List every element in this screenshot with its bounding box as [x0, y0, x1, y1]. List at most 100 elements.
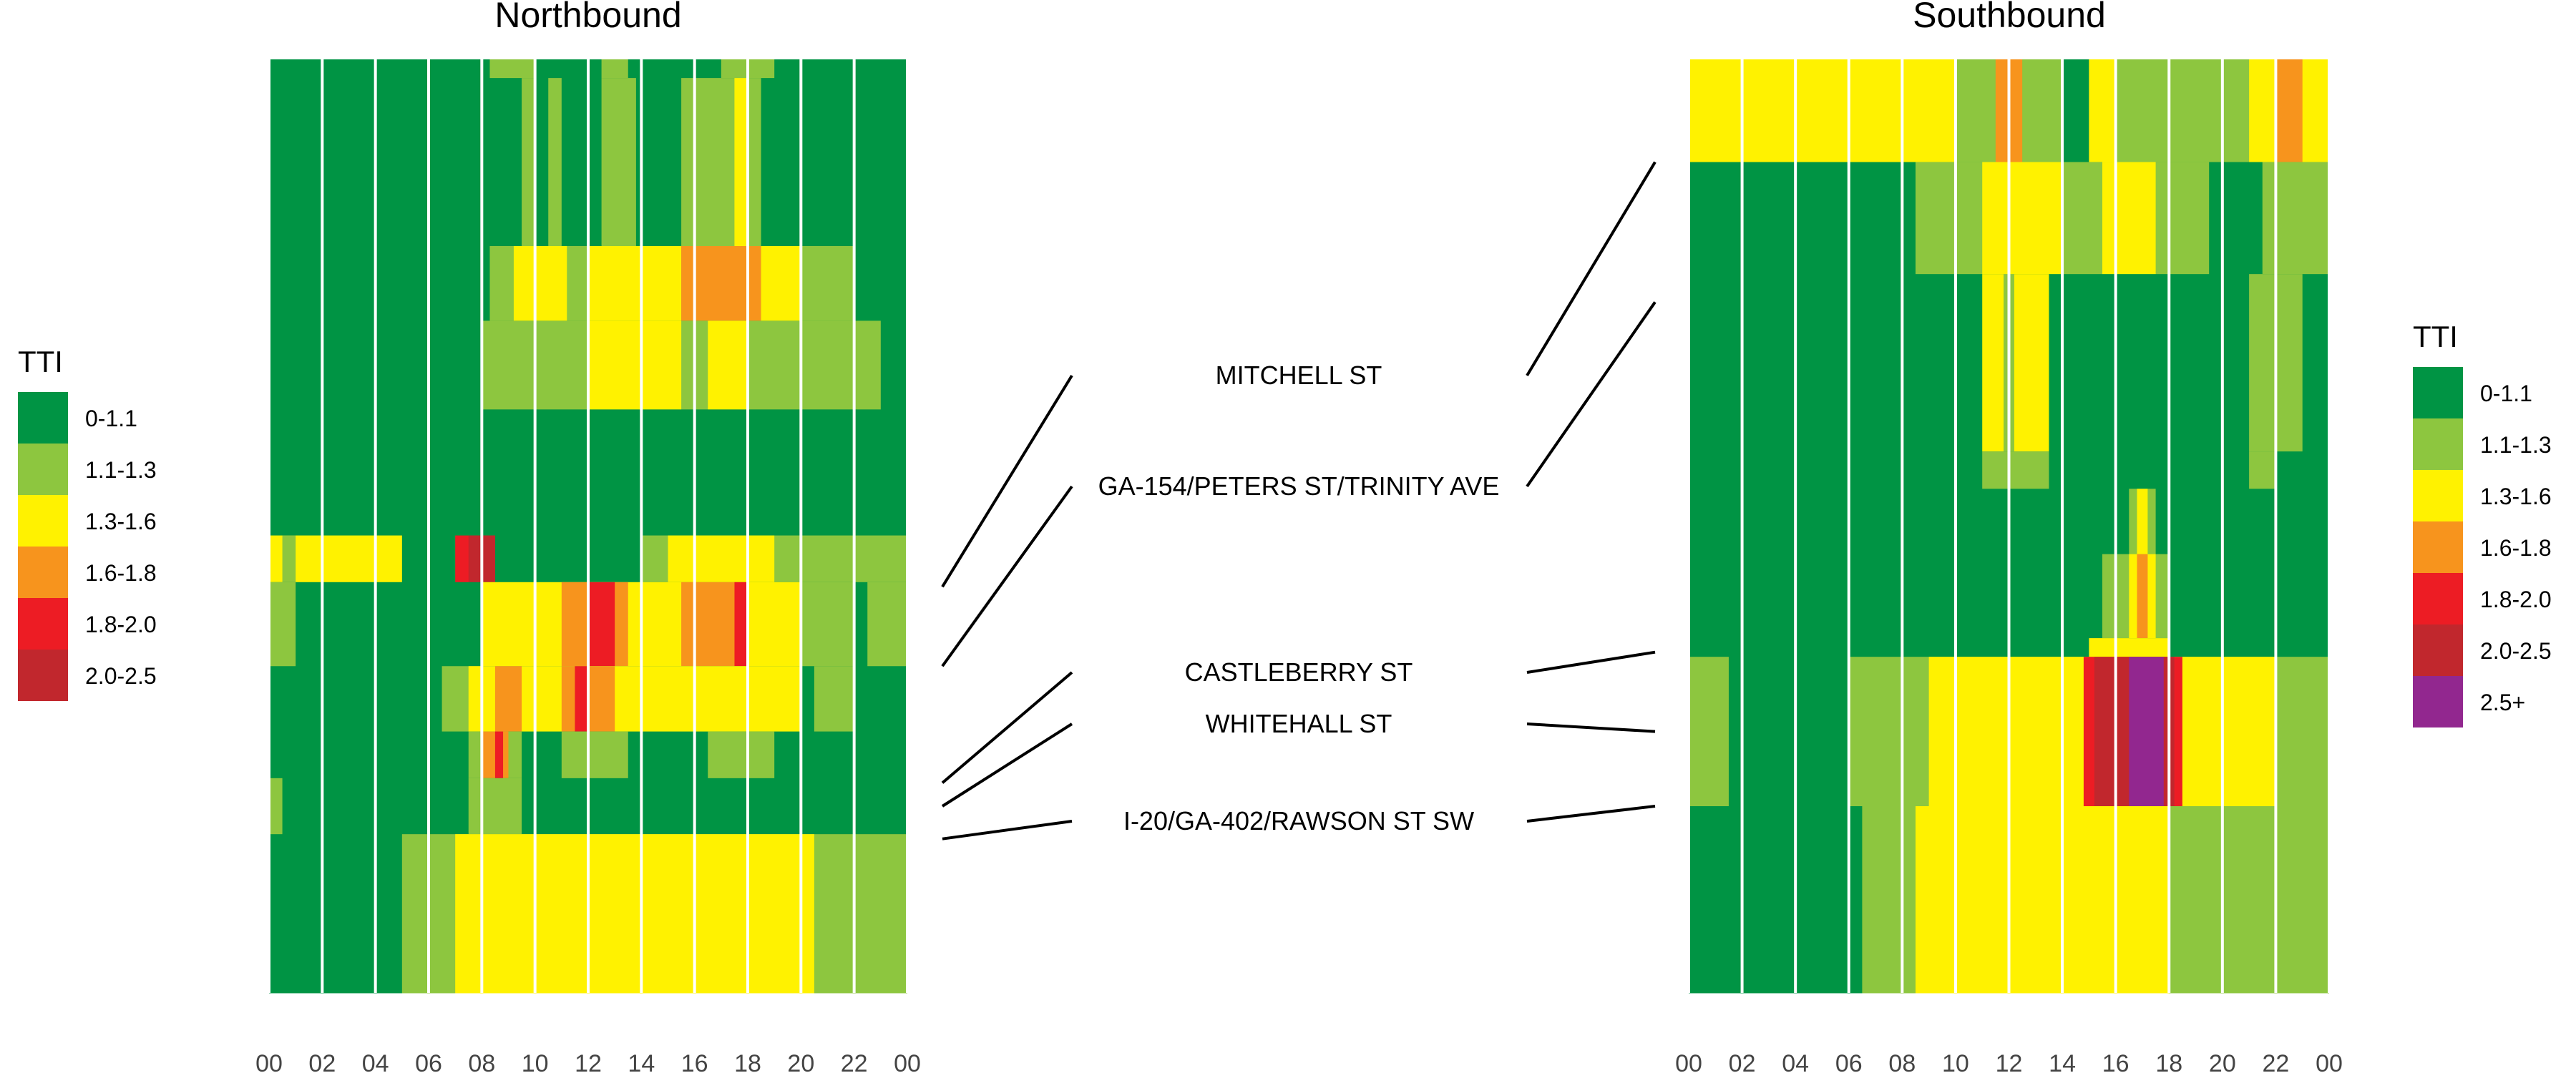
connector-northbound-4 — [942, 820, 1073, 841]
x-tick-label-p0-12: 00 — [894, 1050, 921, 1073]
x-tick-label-p1-5: 10 — [1942, 1050, 1969, 1073]
legend-swatch-p1-1 — [2413, 418, 2463, 470]
heatmap-cell-p0-r8-c3 — [494, 731, 504, 779]
heatmap-cell-p0-r6-c7 — [801, 582, 854, 667]
heatmap-cell-p0-r1-c1 — [522, 78, 535, 247]
x-tick-label-p0-11: 22 — [841, 1050, 868, 1073]
heatmap-cell-p0-r6-c5 — [681, 582, 735, 667]
legend-label-p0-3: 1.6-1.8 — [85, 560, 157, 586]
connector-southbound-4 — [1526, 805, 1656, 823]
legend-title-1: TTI — [2413, 320, 2458, 353]
legend-swatch-p0-4 — [18, 598, 68, 650]
heatmap-cell-p0-r6-c1 — [269, 582, 296, 667]
legend-label-p0-1: 1.1-1.3 — [85, 457, 157, 483]
heatmap-cell-p0-r6-c6 — [734, 582, 748, 667]
heatmap-cell-p0-r2-c5 — [761, 246, 801, 321]
heatmap-cell-p0-r1-c3 — [601, 78, 636, 247]
connector-southbound-3 — [1526, 722, 1656, 733]
heatmap-cell-p0-r2-c2 — [513, 246, 567, 321]
x-tick-label-p0-9: 18 — [734, 1050, 761, 1073]
heatmap-cell-p1-r3-c2 — [2249, 451, 2276, 489]
heatmap-cell-p0-r7-c3 — [494, 666, 522, 733]
x-tick-label-p0-10: 20 — [787, 1050, 814, 1073]
x-tick-label-p0-5: 10 — [522, 1050, 549, 1073]
x-tick-label-p0-7: 14 — [628, 1050, 655, 1073]
heatmap-cell-p0-r5-c2 — [282, 535, 296, 583]
panel-title-1: Southbound — [1913, 0, 2106, 35]
heatmap-cell-p1-r5-c3 — [2137, 554, 2148, 639]
legend-swatch-p0-3 — [18, 547, 68, 598]
legend-label-p1-2: 1.3-1.6 — [2480, 484, 2552, 509]
heatmap-cell-p0-r8-c4 — [561, 731, 628, 779]
heatmap-cell-p0-r1-c2 — [548, 78, 562, 247]
heatmap-cell-p1-r0-c3 — [2062, 59, 2089, 163]
heatmap-cell-p1-r0-c4 — [2115, 59, 2250, 163]
heatmap-cell-p0-r9-c1 — [269, 778, 283, 835]
cross-street-label-1: GA-154/PETERS ST/TRINITY AVE — [1098, 471, 1500, 501]
legend-label-p1-3: 1.6-1.8 — [2480, 535, 2552, 561]
legend-label-p0-4: 1.8-2.0 — [85, 612, 157, 637]
cross-street-label-2: CASTLEBERRY ST — [1185, 657, 1413, 687]
legend-label-p1-4: 1.8-2.0 — [2480, 587, 2552, 612]
x-tick-label-p1-12: 00 — [2316, 1050, 2343, 1073]
x-tick-label-p1-8: 16 — [2102, 1050, 2129, 1073]
heatmap-cell-p0-r10-c2 — [455, 834, 814, 994]
legend-label-p0-0: 0-1.1 — [85, 406, 137, 431]
cross-street-label-3: WHITEHALL ST — [1206, 709, 1392, 738]
heatmap-cell-p1-r3-c1 — [1982, 451, 2049, 489]
x-tick-label-p1-3: 06 — [1835, 1050, 1863, 1073]
legend-label-p1-0: 0-1.1 — [2480, 381, 2532, 406]
heatmap-cell-p1-r7-c6 — [2129, 657, 2164, 807]
connector-southbound-0 — [1526, 161, 1657, 377]
panel-title-0: Northbound — [494, 0, 681, 35]
heatmap-cell-p1-r1-c2 — [1982, 162, 2063, 275]
legend-swatch-p1-6 — [2413, 676, 2463, 727]
x-tick-label-p0-2: 04 — [362, 1050, 389, 1073]
heatmap-cell-p0-r6-c4 — [588, 582, 615, 667]
legend-title-0: TTI — [18, 345, 63, 378]
connector-southbound-2 — [1526, 650, 1656, 674]
heatmap-cell-p0-r7-c2 — [468, 666, 801, 733]
x-tick-label-p0-8: 16 — [681, 1050, 708, 1073]
x-tick-label-p1-6: 12 — [1996, 1050, 2023, 1073]
legend-label-p0-5: 2.0-2.5 — [85, 663, 157, 689]
heatmap-cell-p0-r9-c2 — [468, 778, 522, 835]
legend-swatch-p1-4 — [2413, 573, 2463, 624]
legend-swatch-p1-0 — [2413, 367, 2463, 418]
heatmap-cell-p1-r7-c1 — [1689, 657, 1729, 807]
x-tick-label-p1-9: 18 — [2155, 1050, 2182, 1073]
legend-swatch-p1-3 — [2413, 521, 2463, 573]
heatmap-cell-p0-r8-c5 — [708, 731, 775, 779]
heatmap-cell-p0-r2-c3 — [588, 246, 682, 321]
heatmap-cell-p0-r1-c5 — [734, 78, 748, 247]
heatmap-cell-p0-r6-c8 — [867, 582, 907, 667]
legend-swatch-p1-5 — [2413, 624, 2463, 676]
connector-northbound-1 — [941, 485, 1073, 667]
x-tick-label-p1-0: 00 — [1675, 1050, 1702, 1073]
x-tick-label-p0-3: 06 — [415, 1050, 442, 1073]
legend-swatch-p0-0 — [18, 392, 68, 444]
legend-label-p1-5: 2.0-2.5 — [2480, 638, 2552, 664]
heatmap-cell-p0-r3-c3 — [708, 320, 748, 410]
x-tick-label-p1-2: 04 — [1782, 1050, 1809, 1073]
heatmap-cell-p1-r6-c1 — [2089, 638, 2170, 657]
x-tick-label-p1-11: 22 — [2263, 1050, 2290, 1073]
x-tick-label-p1-4: 08 — [1888, 1050, 1916, 1073]
legend-label-p1-1: 1.1-1.3 — [2480, 432, 2552, 458]
heatmap-cell-p1-r4-c2 — [2137, 489, 2148, 555]
legend-swatch-p0-2 — [18, 495, 68, 547]
x-tick-label-p1-10: 20 — [2209, 1050, 2236, 1073]
x-tick-label-p1-7: 14 — [2049, 1050, 2076, 1073]
heatmap-cell-p0-r0-c1 — [489, 59, 535, 79]
cross-street-label-4: I-20/GA-402/RAWSON ST SW — [1123, 806, 1474, 836]
heatmap-cell-p0-r5-c6 — [668, 535, 775, 583]
heatmap-cell-p0-r3-c2 — [588, 320, 682, 410]
x-tick-label-p0-6: 12 — [575, 1050, 602, 1073]
heatmap-cell-p1-r1-c3 — [2102, 162, 2156, 275]
heatmap-cell-p1-r2-c1 — [1982, 274, 2049, 452]
heatmap-cell-p1-r8-c3 — [2115, 806, 2156, 994]
x-tick-label-p1-1: 02 — [1729, 1050, 1756, 1073]
legend-label-p0-2: 1.3-1.6 — [85, 509, 157, 534]
